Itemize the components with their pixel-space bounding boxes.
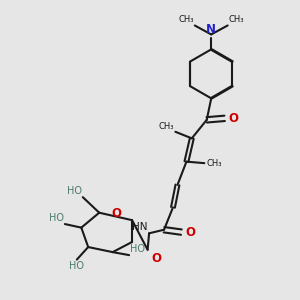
Text: N: N xyxy=(206,23,216,36)
Text: CH₃: CH₃ xyxy=(229,15,244,24)
Text: HO: HO xyxy=(67,186,82,196)
Text: HO: HO xyxy=(69,261,84,272)
Text: HN: HN xyxy=(132,221,148,232)
Text: CH₃: CH₃ xyxy=(178,15,194,24)
Text: O: O xyxy=(228,112,238,125)
Text: CH₃: CH₃ xyxy=(158,122,174,130)
Text: O: O xyxy=(185,226,195,238)
Text: HO: HO xyxy=(49,213,64,223)
Text: HO: HO xyxy=(130,244,145,254)
Text: CH₃: CH₃ xyxy=(206,159,222,168)
Text: O: O xyxy=(111,207,121,220)
Text: O: O xyxy=(151,252,161,265)
